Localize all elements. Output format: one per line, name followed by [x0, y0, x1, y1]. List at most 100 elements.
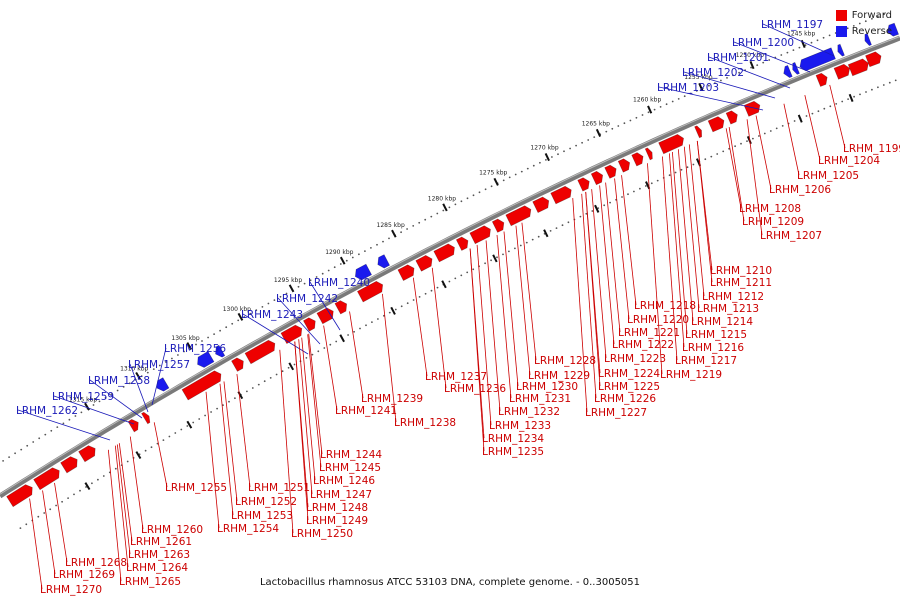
forward-gene[interactable]	[244, 339, 276, 365]
forward-gene[interactable]	[316, 307, 334, 325]
forward-gene[interactable]	[644, 147, 653, 161]
forward-gene-label[interactable]: LRHM_1204	[818, 155, 880, 167]
reverse-gene[interactable]	[215, 344, 226, 358]
reverse-gene-label[interactable]: LRHM_1242	[276, 293, 338, 305]
forward-gene[interactable]	[847, 58, 869, 77]
reverse-gene[interactable]	[799, 47, 836, 72]
forward-gene[interactable]	[833, 63, 851, 80]
forward-gene[interactable]	[694, 125, 703, 139]
forward-gene-label[interactable]: LRHM_1215	[685, 329, 747, 341]
forward-gene-label[interactable]: LRHM_1252	[235, 496, 297, 508]
forward-gene-label[interactable]: LRHM_1218	[634, 300, 696, 312]
forward-gene-label[interactable]: LRHM_1225	[598, 381, 660, 393]
reverse-gene-label[interactable]: LRHM_1197	[761, 19, 823, 31]
reverse-gene-label[interactable]: LRHM_1256	[164, 343, 226, 355]
forward-gene-label[interactable]: LRHM_1226	[594, 393, 656, 405]
forward-gene-label[interactable]: LRHM_1212	[702, 291, 764, 303]
forward-gene[interactable]	[127, 419, 139, 433]
reverse-gene[interactable]	[864, 33, 872, 46]
forward-gene-label[interactable]: LRHM_1245	[319, 462, 381, 474]
reverse-gene-label[interactable]: LRHM_1259	[52, 391, 114, 403]
reverse-gene[interactable]	[354, 263, 373, 281]
forward-gene[interactable]	[433, 243, 455, 263]
forward-gene-label[interactable]: LRHM_1270	[40, 584, 102, 596]
forward-gene[interactable]	[865, 51, 882, 68]
reverse-gene-label[interactable]: LRHM_1202	[682, 67, 744, 79]
forward-gene-label[interactable]: LRHM_1269	[53, 569, 115, 581]
forward-gene-label[interactable]: LRHM_1260	[141, 524, 203, 536]
forward-gene[interactable]	[334, 300, 348, 315]
forward-gene[interactable]	[532, 196, 550, 214]
forward-gene[interactable]	[33, 467, 60, 491]
forward-gene-label[interactable]: LRHM_1205	[797, 170, 859, 182]
forward-gene-label[interactable]: LRHM_1254	[217, 523, 279, 535]
forward-gene-label[interactable]: LRHM_1249	[306, 515, 368, 527]
forward-gene-label[interactable]: LRHM_1199	[843, 143, 900, 155]
reverse-gene[interactable]	[377, 254, 391, 269]
forward-gene-label[interactable]: LRHM_1241	[335, 405, 397, 417]
forward-gene[interactable]	[356, 280, 384, 303]
forward-gene[interactable]	[280, 324, 303, 345]
forward-gene-label[interactable]: LRHM_1234	[482, 433, 544, 445]
forward-gene-label[interactable]: LRHM_1229	[528, 370, 590, 382]
reverse-gene-label[interactable]: LRHM_1243	[241, 309, 303, 321]
forward-gene-label[interactable]: LRHM_1209	[742, 216, 804, 228]
forward-gene-label[interactable]: LRHM_1208	[739, 203, 801, 215]
forward-gene-label[interactable]: LRHM_1210	[710, 265, 772, 277]
forward-gene-label[interactable]: LRHM_1232	[498, 406, 560, 418]
forward-gene[interactable]	[658, 134, 684, 155]
forward-gene[interactable]	[6, 484, 33, 508]
forward-gene[interactable]	[577, 177, 590, 192]
forward-gene-label[interactable]: LRHM_1207	[760, 230, 822, 242]
reverse-gene-label[interactable]: LRHM_1258	[88, 375, 150, 387]
forward-gene-label[interactable]: LRHM_1221	[618, 327, 680, 339]
forward-gene-label[interactable]: LRHM_1216	[682, 342, 744, 354]
forward-gene-label[interactable]: LRHM_1250	[291, 528, 353, 540]
forward-gene-label[interactable]: LRHM_1237	[425, 371, 487, 383]
reverse-gene[interactable]	[837, 43, 845, 57]
forward-gene-label[interactable]: LRHM_1268	[65, 557, 127, 569]
forward-gene-label[interactable]: LRHM_1251	[248, 482, 310, 494]
forward-gene-label[interactable]: LRHM_1213	[697, 303, 759, 315]
forward-gene-label[interactable]: LRHM_1238	[394, 417, 456, 429]
reverse-gene-label[interactable]: LRHM_1262	[16, 405, 78, 417]
forward-gene[interactable]	[181, 370, 222, 401]
forward-gene-label[interactable]: LRHM_1261	[130, 536, 192, 548]
forward-gene[interactable]	[78, 445, 96, 463]
forward-gene[interactable]	[141, 411, 151, 425]
forward-gene-label[interactable]: LRHM_1264	[126, 562, 188, 574]
reverse-gene-label[interactable]: LRHM_1201	[707, 52, 769, 64]
forward-gene-label[interactable]: LRHM_1223	[604, 353, 666, 365]
forward-gene-label[interactable]: LRHM_1230	[516, 381, 578, 393]
forward-gene[interactable]	[415, 255, 433, 272]
forward-gene-label[interactable]: LRHM_1228	[534, 355, 596, 367]
reverse-gene-label[interactable]: LRHM_1203	[657, 82, 719, 94]
reverse-gene[interactable]	[887, 22, 899, 37]
reverse-gene-label[interactable]: LRHM_1257	[128, 359, 190, 371]
forward-gene-label[interactable]: LRHM_1253	[231, 510, 293, 522]
forward-gene[interactable]	[231, 357, 244, 372]
forward-gene-label[interactable]: LRHM_1224	[598, 368, 660, 380]
forward-gene[interactable]	[590, 170, 604, 186]
forward-gene-label[interactable]: LRHM_1235	[482, 446, 544, 458]
forward-gene[interactable]	[617, 158, 631, 173]
forward-gene-label[interactable]: LRHM_1255	[165, 482, 227, 494]
forward-gene-label[interactable]: LRHM_1248	[306, 502, 368, 514]
forward-gene-label[interactable]: LRHM_1231	[509, 393, 571, 405]
forward-gene[interactable]	[60, 456, 78, 474]
forward-gene-label[interactable]: LRHM_1217	[675, 355, 737, 367]
forward-gene-label[interactable]: LRHM_1239	[361, 393, 423, 405]
forward-gene-label[interactable]: LRHM_1222	[612, 339, 674, 351]
reverse-gene[interactable]	[197, 350, 215, 368]
reverse-gene-label[interactable]: LRHM_1200	[732, 37, 794, 49]
reverse-gene[interactable]	[156, 377, 170, 392]
forward-gene-label[interactable]: LRHM_1265	[119, 576, 181, 588]
forward-gene[interactable]	[631, 152, 644, 167]
forward-gene[interactable]	[604, 164, 617, 179]
forward-gene-label[interactable]: LRHM_1236	[444, 383, 506, 395]
forward-gene-label[interactable]: LRHM_1214	[691, 316, 753, 328]
reverse-gene[interactable]	[783, 65, 793, 78]
forward-gene[interactable]	[302, 317, 316, 332]
forward-gene[interactable]	[743, 100, 761, 117]
forward-gene[interactable]	[550, 185, 572, 205]
